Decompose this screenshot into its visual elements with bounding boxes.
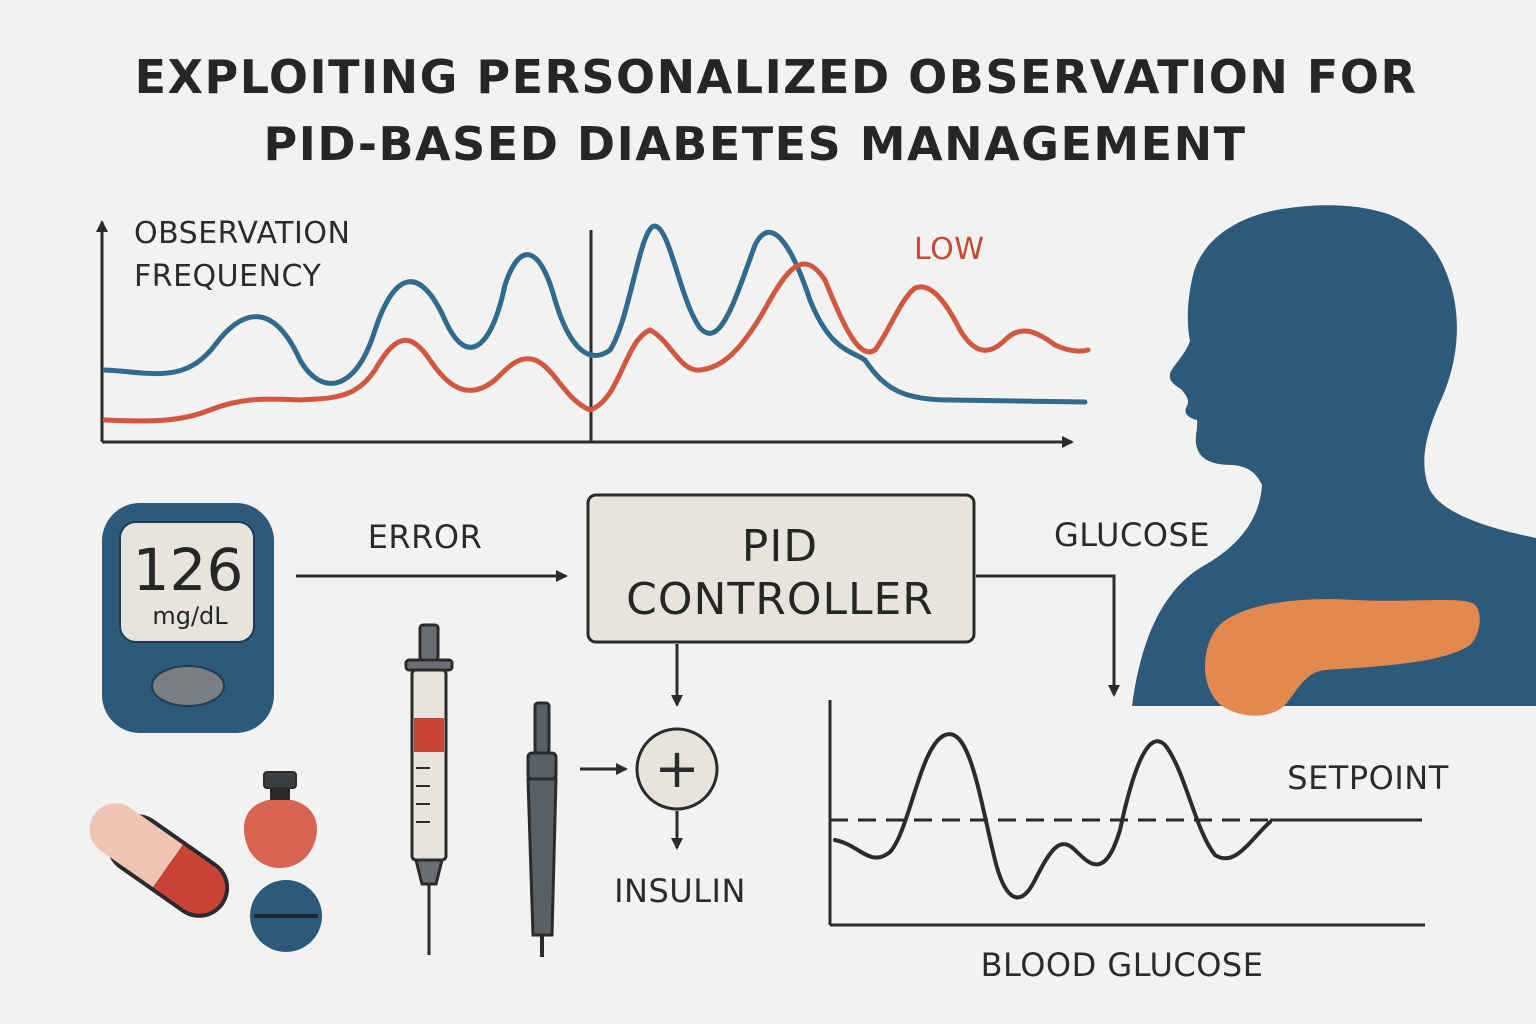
y-axis-label-line-2: FREQUENCY — [134, 259, 321, 294]
sum-symbol: + — [654, 737, 699, 800]
blood-glucose-chart: SETPOINT BLOOD GLUCOSE — [828, 700, 1448, 984]
observation-chart: OBSERVATION FREQUENCY LOW — [96, 216, 1091, 448]
summing-junction-icon: + — [635, 727, 719, 811]
glucose-arrow — [976, 574, 1120, 697]
pid-label: PID — [742, 521, 818, 572]
pancreas-icon — [1204, 599, 1480, 716]
insulin-pen-icon — [526, 701, 558, 957]
syringe-icon — [404, 623, 454, 955]
vial-icon — [243, 771, 317, 868]
tablet-icon — [250, 880, 322, 952]
meter-unit: mg/dL — [152, 602, 228, 630]
error-label: ERROR — [368, 518, 483, 556]
glucose-label: GLUCOSE — [1054, 516, 1210, 554]
y-axis-label-line-1: OBSERVATION — [134, 216, 350, 251]
setpoint-label: SETPOINT — [1287, 759, 1448, 797]
blue-series-line — [102, 223, 1088, 405]
insulin-label: INSULIN — [614, 872, 746, 910]
blood-glucose-label: BLOOD GLUCOSE — [981, 946, 1264, 984]
glucose-response-curve — [833, 732, 1272, 900]
glucose-meter-icon: 126 mg/dL — [102, 503, 274, 733]
title-line-2: PID-BASED DIABETES MANAGEMENT — [264, 117, 1247, 171]
red-series-line — [102, 261, 1091, 424]
low-label: LOW — [914, 232, 984, 267]
controller-label: CONTROLLER — [626, 574, 934, 625]
meter-reading: 126 — [133, 536, 244, 604]
pid-controller-box: PID CONTROLLER — [586, 493, 976, 644]
title-line-1: EXPLOITING PERSONALIZED OBSERVATION FOR — [135, 50, 1418, 104]
person-silhouette-icon — [1132, 205, 1536, 706]
capsule-icon — [89, 803, 230, 918]
